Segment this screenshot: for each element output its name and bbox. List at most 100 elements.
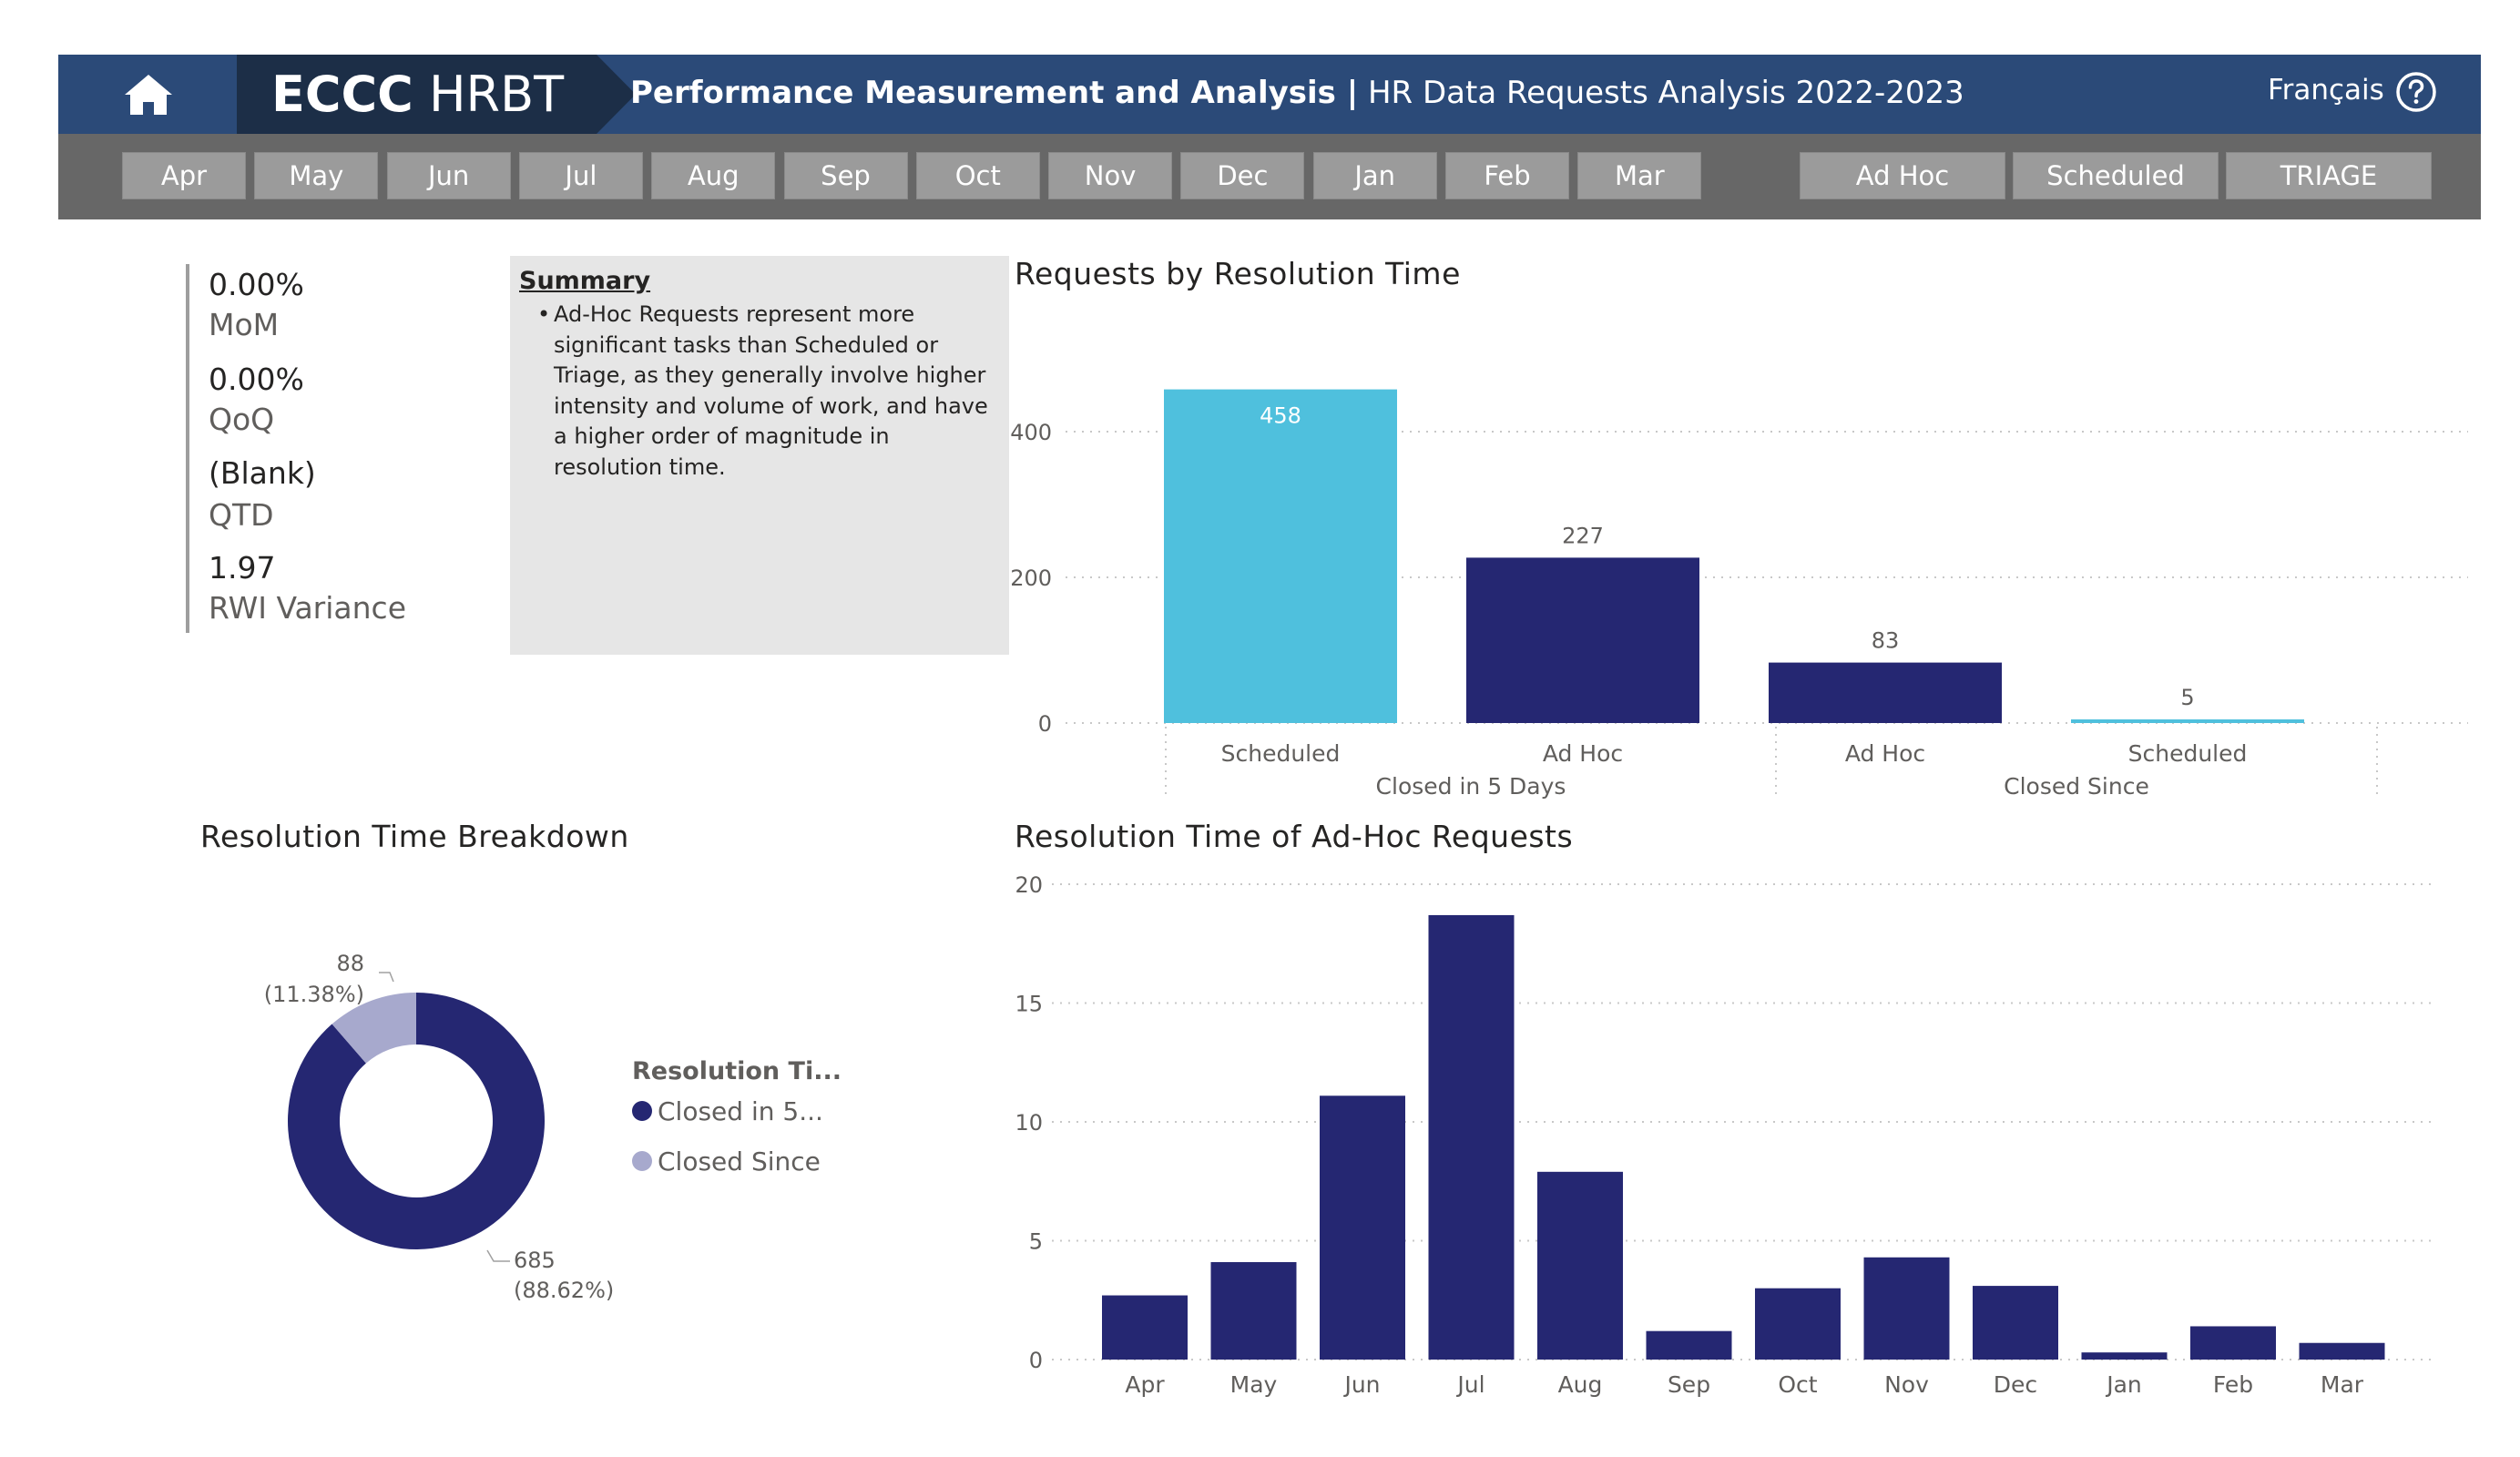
month-slicer-mar[interactable]: Mar (1577, 152, 1702, 199)
bar-scheduled[interactable] (2071, 719, 2304, 723)
adhoc-resolution-chart[interactable]: 0 5 10 15 20 Apr May Jun Jul Aug Sep Oct Nov Dec Jan Fe… (1002, 870, 2477, 1416)
home-icon (125, 74, 172, 115)
y-tick-label: 20 (1015, 872, 1043, 898)
bar-data-label: 83 (1872, 628, 1900, 654)
legend-marker (632, 1101, 652, 1121)
bar-jul[interactable] (1428, 914, 1515, 1360)
donut-value-label: 685 (514, 1248, 556, 1273)
summary-bullet: Ad-Hoc Requests represent more significa… (537, 300, 993, 483)
legend-item-closed-in-5[interactable]: Closed in 5... (632, 1095, 823, 1127)
x-group-label: Closed Since (2004, 773, 2149, 800)
kpi-mom-value: 0.00% (209, 267, 304, 302)
donut-slice-closed-since[interactable] (332, 993, 416, 1064)
month-slicer-jan[interactable]: Jan (1312, 152, 1437, 199)
x-group-label: Closed in 5 Days (1376, 773, 1566, 800)
brand-logo: ECCC HRBT (237, 55, 636, 134)
kpi-rwi-label: RWI Variance (209, 590, 406, 626)
y-tick-label: 0 (1029, 1348, 1043, 1373)
resolution-breakdown-donut[interactable]: 685 (88.62%) 88 (11.38%) (246, 938, 628, 1320)
bar-sep[interactable] (1646, 1330, 1732, 1360)
x-tick-label: Dec (1994, 1371, 2037, 1398)
bar-nov[interactable] (1863, 1257, 1950, 1360)
type-slicer-triage[interactable]: TRIAGE (2226, 152, 2432, 199)
donut-slice-closed-in-5-[interactable] (287, 993, 545, 1249)
x-tick-label: Jan (2105, 1371, 2142, 1398)
requests-by-resolution-chart[interactable]: 0 200 400 458 Scheduled 227 Ad Hoc 83 Ad Hoc 5 Sch… (1002, 328, 2477, 801)
kpi-qoq-value: 0.00% (209, 362, 304, 397)
x-tick-label: Sep (1668, 1371, 1710, 1398)
month-slicer-sep[interactable]: Sep (783, 152, 908, 199)
donut-percent-label: (11.38%) (264, 982, 364, 1007)
bar-scheduled[interactable] (1164, 389, 1397, 723)
bar-oct[interactable] (1755, 1288, 1841, 1360)
donut-legend-title: Resolution Ti... (632, 1057, 842, 1085)
help-icon (2396, 72, 2436, 112)
month-slicer-jun[interactable]: Jun (386, 152, 511, 199)
kpi-divider (186, 264, 189, 633)
x-tick-label: Aug (1558, 1371, 1603, 1398)
month-slicer-oct[interactable]: Oct (915, 152, 1040, 199)
bar-ad-hoc[interactable] (1769, 662, 2002, 723)
leader-line (379, 972, 394, 983)
language-toggle-link[interactable]: Français (2268, 74, 2384, 107)
x-category-label: Scheduled (2128, 740, 2248, 767)
y-tick-label: 15 (1015, 992, 1043, 1017)
resolution-breakdown-title: Resolution Time Breakdown (200, 819, 629, 854)
bar-mar[interactable] (2299, 1342, 2385, 1360)
y-tick-label: 5 (1029, 1229, 1043, 1255)
adhoc-resolution-title: Resolution Time of Ad-Hoc Requests (1015, 819, 1574, 854)
bar-aug[interactable] (1537, 1171, 1623, 1360)
donut-percent-label: (88.62%) (514, 1278, 614, 1303)
bar-jun[interactable] (1320, 1095, 1405, 1360)
x-tick-label: Jun (1342, 1371, 1380, 1398)
requests-by-resolution-title: Requests by Resolution Time (1015, 256, 1461, 291)
x-tick-label: Apr (1125, 1371, 1165, 1398)
month-slicer-may[interactable]: May (254, 152, 379, 199)
bar-may[interactable] (1210, 1261, 1297, 1360)
type-slicer-ad-hoc[interactable]: Ad Hoc (1800, 152, 2005, 199)
month-slicer-dec[interactable]: Dec (1180, 152, 1305, 199)
donut-value-label: 88 (336, 951, 364, 976)
month-slicer-nov[interactable]: Nov (1048, 152, 1173, 199)
x-tick-label: Jul (1455, 1371, 1484, 1398)
x-category-label: Scheduled (1221, 740, 1341, 767)
brand-name: ECCC HRBT (271, 66, 565, 123)
home-button[interactable] (58, 55, 239, 134)
x-tick-label: Nov (1884, 1371, 1929, 1398)
kpi-qtd-value: (Blank) (209, 455, 316, 491)
legend-label: Closed in 5... (658, 1095, 823, 1126)
y-tick-label: 0 (1038, 711, 1052, 737)
kpi-qoq-label: QoQ (209, 402, 275, 437)
x-tick-label: Feb (2213, 1371, 2253, 1398)
month-slicer-aug[interactable]: Aug (651, 152, 776, 199)
x-category-label: Ad Hoc (1543, 740, 1623, 767)
bar-data-label: 458 (1260, 403, 1301, 429)
kpi-mom-label: MoM (209, 307, 280, 342)
kpi-qtd-label: QTD (209, 497, 274, 533)
y-tick-label: 400 (1010, 420, 1052, 445)
month-slicer-feb[interactable]: Feb (1445, 152, 1569, 199)
summary-card: Summary Ad-Hoc Requests represent more s… (510, 256, 1009, 655)
legend-label: Closed Since (658, 1146, 821, 1177)
type-slicer-scheduled[interactable]: Scheduled (2013, 152, 2219, 199)
month-slicer-apr[interactable]: Apr (122, 152, 246, 199)
bar-data-label: 227 (1562, 523, 1604, 548)
x-category-label: Ad Hoc (1845, 740, 1925, 767)
bar-jan[interactable] (2081, 1352, 2168, 1360)
x-tick-label: Mar (2321, 1371, 2364, 1398)
summary-title: Summary (519, 267, 651, 295)
bar-dec[interactable] (1973, 1286, 2058, 1360)
bar-apr[interactable] (1102, 1295, 1188, 1360)
kpi-rwi-value: 1.97 (209, 550, 276, 586)
bar-ad-hoc[interactable] (1466, 557, 1699, 723)
help-button[interactable] (2395, 71, 2437, 113)
month-slicer-jul[interactable]: Jul (518, 152, 643, 199)
y-tick-label: 10 (1015, 1110, 1043, 1136)
bar-feb[interactable] (2190, 1326, 2276, 1360)
x-tick-label: May (1230, 1371, 1278, 1398)
legend-item-closed-since[interactable]: Closed Since (632, 1145, 821, 1177)
y-tick-label: 200 (1010, 565, 1052, 591)
leader-line (486, 1249, 510, 1262)
page-title: Performance Measurement and Analysis | H… (630, 75, 1964, 111)
